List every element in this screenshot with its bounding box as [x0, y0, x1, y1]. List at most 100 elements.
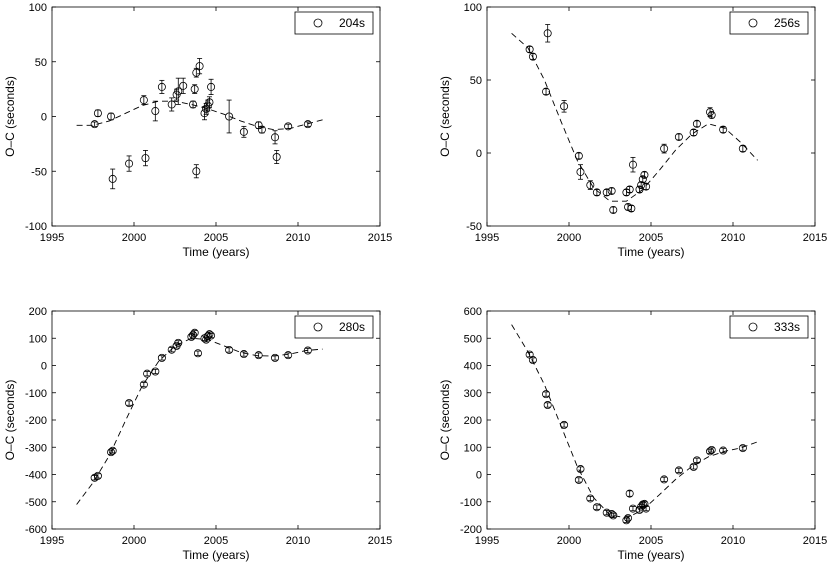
point-marker	[542, 87, 551, 96]
data-point	[640, 170, 649, 179]
point-marker	[528, 356, 537, 365]
x-tick-label: 2000	[557, 232, 581, 244]
point-marker	[108, 446, 117, 455]
point-marker	[719, 125, 728, 134]
point-marker	[195, 62, 204, 71]
data-point	[692, 456, 701, 465]
y-tick-label: 50	[35, 57, 47, 69]
point-marker	[607, 186, 616, 195]
x-axis-label: Time (years)	[183, 548, 250, 562]
point-marker	[525, 45, 534, 54]
y-tick-label: 500	[464, 333, 482, 345]
legend-box	[294, 11, 374, 35]
data-point	[543, 24, 552, 43]
data-point	[525, 45, 534, 54]
axes-frame	[486, 6, 816, 227]
axes-frame	[51, 6, 381, 227]
x-tick-label: 2000	[122, 535, 146, 547]
point-marker	[660, 475, 669, 484]
data-point	[525, 350, 534, 359]
point-marker	[592, 188, 601, 197]
data-point	[167, 97, 176, 112]
legend-box	[294, 315, 374, 339]
data-point	[157, 353, 166, 362]
data-point	[628, 156, 637, 173]
x-tick-label: 2010	[286, 232, 310, 244]
data-point	[528, 52, 537, 61]
axes-frame	[51, 310, 381, 530]
data-point	[642, 182, 651, 191]
x-tick-label: 2000	[122, 232, 146, 244]
point-marker	[239, 350, 248, 359]
point-marker	[167, 345, 176, 354]
chart-panel-333s: 1995 2000 2005 2010 2015 -200 -100 0 100 200 300 40…	[438, 306, 827, 562]
legend-box	[729, 11, 809, 35]
data-point	[190, 84, 199, 94]
x-tick-label: 2005	[639, 535, 663, 547]
data-point	[151, 367, 160, 376]
data-point	[719, 446, 728, 455]
point-marker	[303, 346, 312, 355]
legend: 280s	[294, 315, 374, 339]
y-tick-label: 600	[464, 306, 482, 318]
legend-marker	[748, 18, 758, 28]
x-axis-label: Time (years)	[183, 245, 250, 259]
data-point	[125, 155, 134, 172]
data-layer	[511, 324, 758, 525]
data-point	[642, 504, 651, 513]
legend-marker	[748, 322, 758, 332]
data-point	[638, 175, 647, 184]
legend-marker	[313, 322, 323, 332]
point-marker	[93, 471, 102, 480]
y-tick-label: -100	[460, 497, 482, 509]
point-marker	[271, 353, 280, 362]
point-marker	[625, 489, 634, 498]
point-marker	[143, 369, 152, 378]
legend-label: 280s	[339, 320, 365, 334]
point-marker	[90, 120, 99, 129]
point-marker	[157, 82, 166, 91]
point-marker	[609, 511, 618, 520]
data-point	[542, 390, 551, 399]
point-marker	[738, 444, 747, 453]
point-marker	[642, 182, 651, 191]
data-point	[284, 351, 293, 360]
point-marker	[257, 125, 266, 134]
data-layer	[76, 58, 323, 190]
data-point	[239, 350, 248, 359]
data-point	[625, 185, 634, 194]
point-marker	[542, 390, 551, 399]
point-marker	[692, 119, 701, 128]
point-marker	[689, 128, 698, 137]
point-marker	[207, 82, 216, 91]
data-point	[660, 143, 669, 154]
data-layer	[76, 328, 323, 505]
point-marker	[637, 181, 646, 190]
point-marker	[207, 331, 216, 340]
x-tick-label: 2015	[803, 535, 827, 547]
data-point	[139, 380, 148, 389]
point-marker	[167, 100, 176, 109]
data-point	[560, 100, 569, 113]
point-marker	[692, 456, 701, 465]
data-point	[303, 120, 312, 129]
data-point	[543, 401, 552, 410]
data-point	[542, 87, 551, 96]
data-point	[179, 77, 188, 94]
data-point	[627, 204, 636, 213]
data-layer	[511, 24, 758, 214]
point-marker	[560, 102, 569, 111]
y-tick-label: -100	[25, 388, 47, 400]
data-point	[193, 349, 202, 358]
x-tick-label: 1995	[475, 535, 499, 547]
point-marker	[576, 167, 585, 176]
point-marker	[674, 132, 683, 141]
point-marker	[674, 466, 683, 475]
data-point	[719, 125, 728, 134]
y-tick-label: 100	[29, 2, 47, 14]
point-marker	[738, 144, 747, 153]
point-marker	[284, 122, 293, 131]
x-tick-label: 2005	[639, 232, 663, 244]
fit-curve	[76, 337, 323, 505]
data-point	[674, 132, 683, 141]
